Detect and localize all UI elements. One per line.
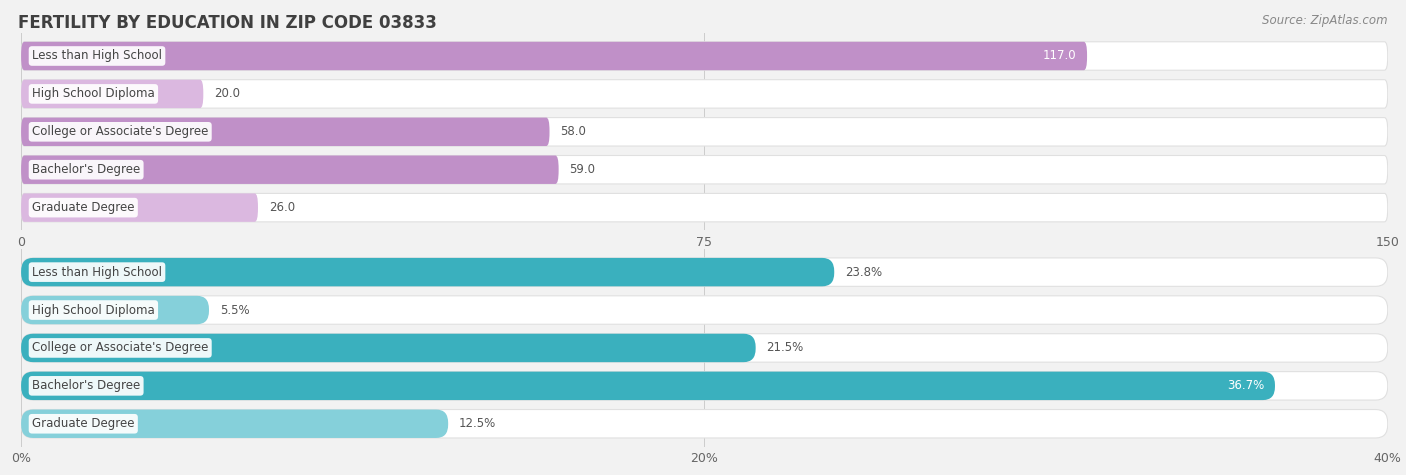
FancyBboxPatch shape (21, 409, 449, 438)
FancyBboxPatch shape (21, 118, 1388, 146)
FancyBboxPatch shape (21, 258, 834, 286)
FancyBboxPatch shape (21, 409, 1388, 438)
Text: Graduate Degree: Graduate Degree (32, 417, 135, 430)
FancyBboxPatch shape (21, 42, 1388, 70)
Text: Less than High School: Less than High School (32, 266, 162, 279)
Text: Graduate Degree: Graduate Degree (32, 201, 135, 214)
FancyBboxPatch shape (21, 334, 755, 362)
FancyBboxPatch shape (21, 193, 1388, 222)
FancyBboxPatch shape (21, 80, 1388, 108)
FancyBboxPatch shape (21, 334, 1388, 362)
Text: 59.0: 59.0 (569, 163, 596, 176)
FancyBboxPatch shape (21, 80, 204, 108)
Text: Source: ZipAtlas.com: Source: ZipAtlas.com (1263, 14, 1388, 27)
Text: College or Associate's Degree: College or Associate's Degree (32, 125, 208, 138)
Text: Bachelor's Degree: Bachelor's Degree (32, 380, 141, 392)
FancyBboxPatch shape (21, 118, 550, 146)
FancyBboxPatch shape (21, 155, 558, 184)
Text: 26.0: 26.0 (269, 201, 295, 214)
Text: FERTILITY BY EDUCATION IN ZIP CODE 03833: FERTILITY BY EDUCATION IN ZIP CODE 03833 (18, 14, 437, 32)
Text: High School Diploma: High School Diploma (32, 304, 155, 316)
FancyBboxPatch shape (21, 155, 1388, 184)
Text: 23.8%: 23.8% (845, 266, 883, 279)
Text: 20.0: 20.0 (214, 87, 240, 100)
FancyBboxPatch shape (21, 371, 1388, 400)
Text: 5.5%: 5.5% (219, 304, 249, 316)
Text: Bachelor's Degree: Bachelor's Degree (32, 163, 141, 176)
FancyBboxPatch shape (21, 296, 1388, 324)
Text: Less than High School: Less than High School (32, 49, 162, 63)
Text: 12.5%: 12.5% (460, 417, 496, 430)
Text: High School Diploma: High School Diploma (32, 87, 155, 100)
FancyBboxPatch shape (21, 258, 1388, 286)
Text: 58.0: 58.0 (561, 125, 586, 138)
FancyBboxPatch shape (21, 371, 1275, 400)
FancyBboxPatch shape (21, 193, 257, 222)
Text: 21.5%: 21.5% (766, 342, 804, 354)
Text: 117.0: 117.0 (1042, 49, 1076, 63)
Text: 36.7%: 36.7% (1227, 380, 1264, 392)
Text: College or Associate's Degree: College or Associate's Degree (32, 342, 208, 354)
FancyBboxPatch shape (21, 42, 1087, 70)
FancyBboxPatch shape (21, 296, 209, 324)
